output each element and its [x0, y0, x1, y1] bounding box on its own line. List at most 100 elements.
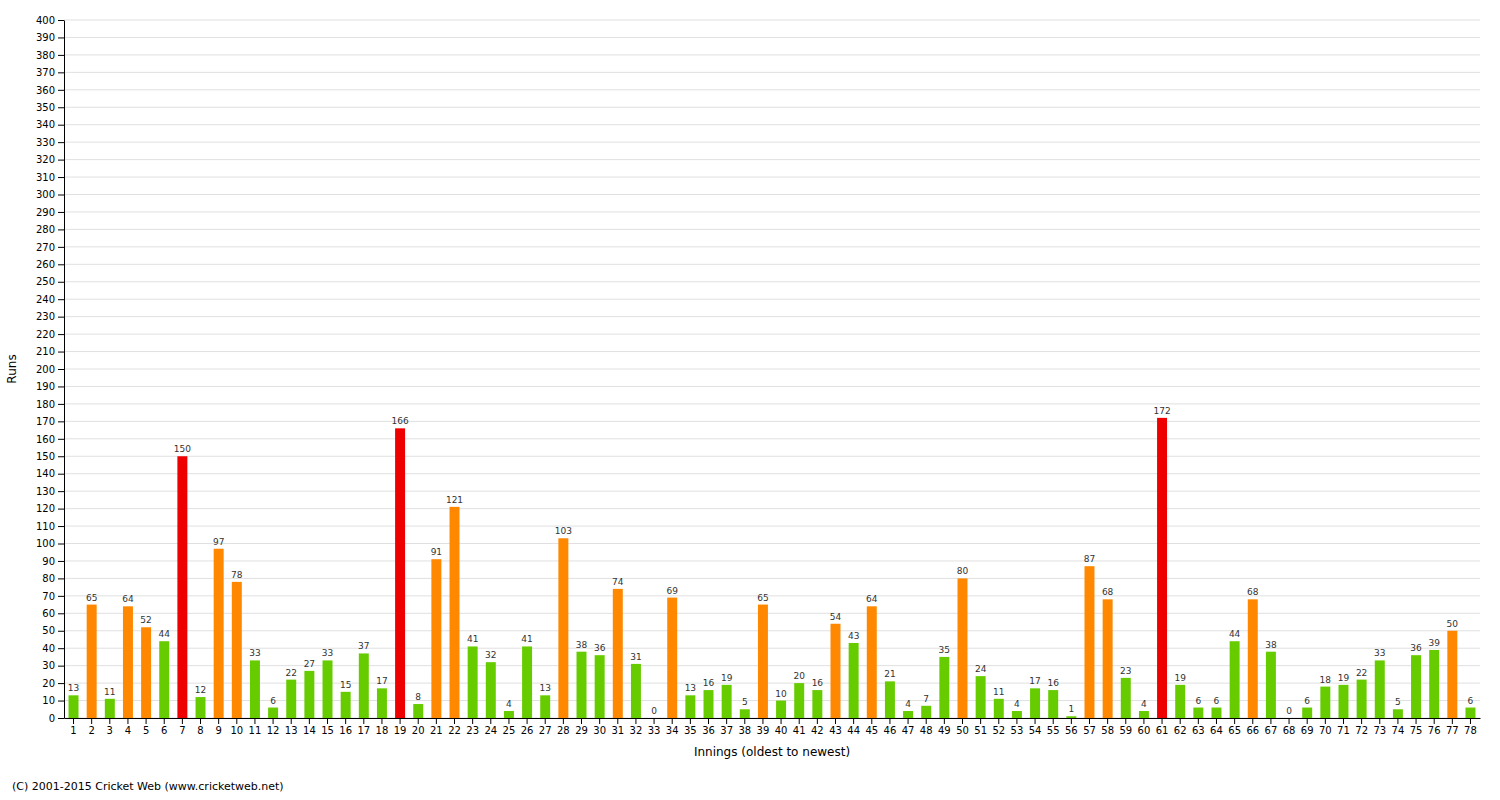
x-tick-mark — [1343, 718, 1344, 724]
x-tick-label: 2 — [88, 725, 94, 736]
x-tick-label: 14 — [303, 725, 316, 736]
data-label: 44 — [159, 629, 171, 639]
x-tick-label: 61 — [1156, 725, 1169, 736]
x-tick-label: 56 — [1065, 725, 1078, 736]
x-tick-mark — [617, 718, 618, 724]
data-label: 23 — [1120, 666, 1131, 676]
data-label: 91 — [431, 547, 442, 557]
x-tick-label: 58 — [1101, 725, 1114, 736]
y-tick-label: 260 — [36, 259, 55, 270]
y-tick-label: 30 — [42, 660, 55, 671]
grid-line — [64, 421, 1480, 422]
data-label: 68 — [1247, 587, 1259, 597]
bar — [413, 704, 423, 718]
data-label: 16 — [812, 678, 824, 688]
x-tick-label: 19 — [394, 725, 407, 736]
x-tick: 44 — [847, 718, 860, 736]
bar — [1375, 660, 1385, 718]
x-tick-mark — [182, 718, 183, 724]
x-tick: 53 — [1011, 718, 1024, 736]
x-tick-mark — [472, 718, 473, 724]
bar — [649, 718, 659, 719]
x-tick: 14 — [303, 718, 316, 736]
y-tick-mark — [58, 701, 64, 702]
x-tick-mark — [762, 718, 763, 724]
x-tick-mark — [291, 718, 292, 724]
y-tick-mark — [58, 177, 64, 178]
x-tick-mark — [363, 718, 364, 724]
y-tick: 320 — [36, 154, 64, 165]
y-tick-mark — [58, 491, 64, 492]
x-tick-mark — [1089, 718, 1090, 724]
y-tick-mark — [58, 55, 64, 56]
x-tick-mark — [273, 718, 274, 724]
bar — [540, 695, 550, 718]
grid-line — [64, 54, 1480, 55]
bar — [1012, 711, 1022, 718]
x-tick-mark — [1071, 718, 1072, 724]
bar — [1284, 718, 1294, 719]
bar — [450, 507, 460, 718]
x-tick-label: 34 — [666, 725, 679, 736]
x-tick-mark — [1361, 718, 1362, 724]
bar — [359, 653, 369, 718]
data-label: 18 — [1320, 675, 1332, 685]
x-tick-mark — [73, 718, 74, 724]
x-tick: 45 — [865, 718, 878, 736]
x-tick-label: 71 — [1337, 725, 1350, 736]
data-label: 1 — [1068, 704, 1074, 714]
data-label: 64 — [866, 594, 878, 604]
grid-line — [64, 595, 1480, 596]
data-label: 6 — [270, 696, 276, 706]
x-tick-label: 30 — [593, 725, 606, 736]
x-tick-label: 51 — [974, 725, 987, 736]
x-tick-label: 72 — [1355, 725, 1368, 736]
x-tick: 33 — [648, 718, 661, 736]
x-tick-label: 28 — [557, 725, 570, 736]
bar — [159, 641, 169, 718]
bar — [1320, 687, 1330, 718]
y-tick-mark — [58, 578, 64, 579]
bar — [722, 685, 732, 718]
bar — [123, 606, 133, 718]
x-tick-mark — [1434, 718, 1435, 724]
y-tick-mark — [58, 90, 64, 91]
y-tick-mark — [58, 544, 64, 545]
x-tick-label: 38 — [738, 725, 751, 736]
x-tick: 24 — [484, 718, 497, 736]
x-tick-label: 29 — [575, 725, 588, 736]
y-tick-label: 150 — [36, 451, 55, 462]
x-tick-mark — [889, 718, 890, 724]
grid-line — [64, 107, 1480, 108]
x-tick-label: 45 — [865, 725, 878, 736]
grid-line — [64, 264, 1480, 265]
y-tick-label: 240 — [36, 294, 55, 305]
y-tick-mark — [58, 666, 64, 667]
x-tick-label: 37 — [720, 725, 733, 736]
x-tick: 31 — [611, 718, 624, 736]
x-tick: 32 — [630, 718, 643, 736]
data-labels: 1365116452441501297783362227331537171668… — [68, 406, 1474, 716]
grid-line — [64, 560, 1480, 561]
y-tick: 310 — [36, 172, 64, 183]
x-tick: 74 — [1392, 718, 1405, 736]
y-tick-mark — [58, 386, 64, 387]
y-tick-label: 90 — [42, 556, 55, 567]
grid-line — [64, 473, 1480, 474]
x-tick: 62 — [1174, 718, 1187, 736]
bar — [377, 688, 387, 718]
x-tick-mark — [1470, 718, 1471, 724]
y-tick-mark — [58, 456, 64, 457]
data-label: 16 — [1047, 678, 1059, 688]
bar — [903, 711, 913, 718]
x-axis-title: Innings (oldest to newest) — [694, 745, 850, 759]
x-tick-label: 55 — [1047, 725, 1060, 736]
data-label: 38 — [1265, 640, 1277, 650]
x-tick: 34 — [666, 718, 679, 736]
y-tick-mark — [58, 212, 64, 213]
x-tick: 5 — [143, 718, 149, 736]
x-tick-mark — [400, 718, 401, 724]
data-label: 6 — [1468, 696, 1474, 706]
x-tick-label: 33 — [648, 725, 661, 736]
x-tick-mark — [109, 718, 110, 724]
